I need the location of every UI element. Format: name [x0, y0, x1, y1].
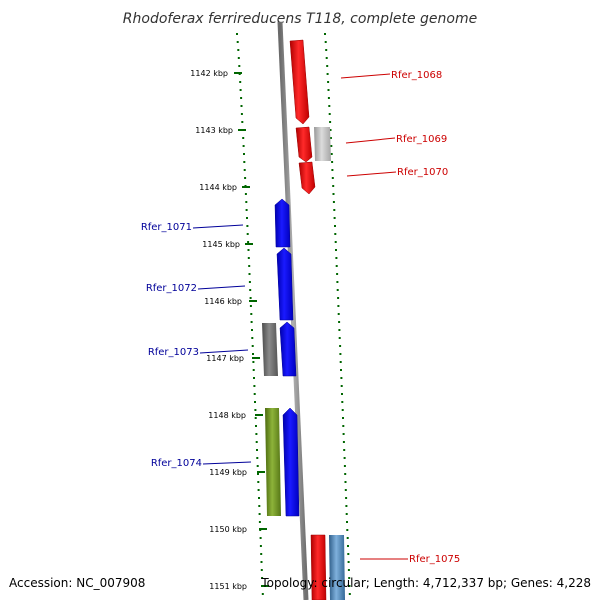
leader-rfer-1071 [192, 224, 244, 229]
leader-rfer-1073 [199, 349, 249, 354]
tick-label-1142: 1142 kbp [190, 69, 228, 78]
tick-label-1149: 1149 kbp [209, 468, 247, 477]
tick-label-1151: 1151 kbp [209, 582, 247, 591]
genome-backbone [277, 21, 309, 600]
feature-steel-blue[interactable] [329, 535, 345, 600]
tick-label-1143: 1143 kbp [195, 126, 233, 135]
label-rfer-1075[interactable]: Rfer_1075 [409, 554, 460, 565]
label-rfer-1072[interactable]: Rfer_1072 [146, 283, 197, 294]
accession-text: Accession: NC_007908 [9, 576, 145, 590]
gene-rfer-1072[interactable] [276, 247, 294, 321]
feature-green[interactable] [265, 408, 281, 516]
tick-label-1145: 1145 kbp [202, 240, 240, 249]
leader-rfer-1068 [340, 73, 391, 79]
label-rfer-1068[interactable]: Rfer_1068 [391, 70, 442, 81]
label-rfer-1071[interactable]: Rfer_1071 [141, 222, 192, 233]
tick-label-1147: 1147 kbp [206, 354, 244, 363]
leader-rfer-1072 [197, 285, 246, 290]
leader-rfer-1070 [346, 171, 397, 177]
gene-rfer-1071[interactable] [274, 198, 291, 248]
gene-labels: Rfer_1068 Rfer_1069 Rfer_1070 Rfer_1071 … [141, 70, 460, 565]
gene-rfer-1070[interactable] [298, 161, 316, 195]
gene-rfer-1069[interactable] [295, 126, 313, 163]
gene-rfer-1074[interactable] [282, 407, 300, 517]
label-rfer-1069[interactable]: Rfer_1069 [396, 134, 447, 145]
label-rfer-1073[interactable]: Rfer_1073 [148, 347, 199, 358]
gene-features [262, 39, 345, 600]
tick-label-1148: 1148 kbp [208, 411, 246, 420]
feature-light-gray[interactable] [314, 127, 331, 161]
label-rfer-1074[interactable]: Rfer_1074 [151, 458, 202, 469]
gene-rfer-1073[interactable] [279, 321, 297, 377]
gene-rfer-1068[interactable] [289, 39, 310, 125]
leader-rfer-1074 [202, 461, 252, 465]
tick-label-1146: 1146 kbp [204, 297, 242, 306]
feature-gray[interactable] [262, 323, 278, 376]
leader-rfer-1069 [345, 137, 396, 144]
label-rfer-1070[interactable]: Rfer_1070 [397, 167, 448, 178]
genome-summary-text: Topology: circular; Length: 4,712,337 bp… [260, 576, 591, 590]
tick-label-1144: 1144 kbp [199, 183, 237, 192]
tick-label-1150: 1150 kbp [209, 525, 247, 534]
map-title: Rhodoferax ferrireducens T118, complete … [123, 11, 477, 27]
gene-rfer-1075[interactable] [310, 534, 327, 600]
kbp-scale: 1142 kbp 1143 kbp 1144 kbp 1145 kbp 1146… [190, 69, 269, 591]
